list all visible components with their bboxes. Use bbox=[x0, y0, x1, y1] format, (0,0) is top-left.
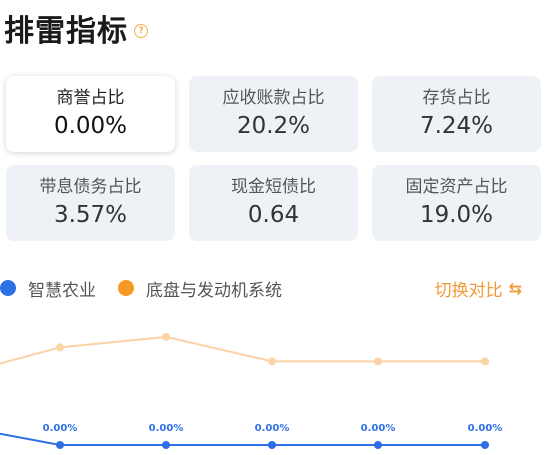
series-point-1-2[interactable] bbox=[268, 357, 276, 366]
legend-label: 智慧农业 bbox=[28, 280, 96, 301]
metric-cards: 商誉占比 0.00% 应收账款占比 20.2% 存货占比 7.24% 带息债务占… bbox=[6, 76, 554, 241]
series-point-1-0[interactable] bbox=[56, 343, 64, 352]
section-header: 排雷指标 ? bbox=[4, 4, 148, 52]
series-point-1-4[interactable] bbox=[481, 357, 489, 366]
series-point-0-1[interactable] bbox=[162, 441, 170, 449]
metric-label: 带息债务占比 bbox=[39, 177, 142, 197]
data-label-1: 0.00% bbox=[149, 423, 184, 434]
metric-card-interest-debt[interactable]: 带息债务占比 3.57% bbox=[6, 165, 175, 241]
legend-label: 底盘与发动机系统 bbox=[146, 280, 282, 301]
legend-dot bbox=[0, 280, 16, 296]
series-point-0-0[interactable] bbox=[56, 441, 64, 449]
page-title: 排雷指标 bbox=[4, 14, 128, 49]
help-icon[interactable]: ? bbox=[134, 24, 148, 38]
metric-value: 3.57% bbox=[53, 202, 128, 228]
metric-card-goodwill[interactable]: 商誉占比 0.00% bbox=[6, 76, 175, 152]
metric-label: 现金短债比 bbox=[231, 177, 316, 197]
series-line-1 bbox=[0, 335, 485, 365]
metric-label: 商誉占比 bbox=[56, 88, 125, 108]
series-point-0-4[interactable] bbox=[481, 441, 489, 449]
metric-label: 应收账款占比 bbox=[222, 88, 325, 108]
metric-value: 0.64 bbox=[247, 202, 300, 228]
series-line-0 bbox=[0, 432, 485, 446]
series-point-0-2[interactable] bbox=[268, 441, 276, 449]
metric-value: 7.24% bbox=[419, 113, 494, 139]
series-point-1-1[interactable] bbox=[162, 332, 170, 341]
data-label-3: 0.00% bbox=[361, 423, 396, 434]
metric-value: 0.00% bbox=[53, 113, 128, 139]
metric-card-inventory[interactable]: 存货占比 7.24% bbox=[372, 76, 541, 152]
metric-card-fixed-assets[interactable]: 固定资产占比 19.0% bbox=[372, 165, 541, 241]
legend-item-smart-agriculture[interactable]: 智慧农业 bbox=[0, 276, 96, 301]
metric-value: 20.2% bbox=[236, 113, 311, 139]
data-label-4: 0.00% bbox=[468, 423, 503, 434]
switch-icon: ⇆ bbox=[508, 279, 522, 298]
metric-card-cash-short-debt[interactable]: 现金短债比 0.64 bbox=[189, 165, 358, 241]
metric-label: 固定资产占比 bbox=[405, 177, 508, 197]
series-point-0-3[interactable] bbox=[374, 441, 382, 449]
metric-label: 存货占比 bbox=[422, 88, 491, 108]
data-label-2: 0.00% bbox=[255, 423, 290, 434]
switch-compare-label: 切换对比 bbox=[434, 281, 503, 301]
legend-item-chassis-engine[interactable]: 底盘与发动机系统 bbox=[118, 276, 282, 301]
line-chart: 0.00% 0.00% 0.00% 0.00% 0.00% bbox=[0, 332, 503, 449]
data-label-0: 0.00% bbox=[43, 423, 78, 434]
legend-dot bbox=[118, 280, 134, 296]
metric-value: 19.0% bbox=[419, 202, 494, 228]
metric-card-receivables[interactable]: 应收账款占比 20.2% bbox=[189, 76, 358, 152]
switch-compare-button[interactable]: 切换对比 ⇆ bbox=[435, 276, 522, 301]
chart-legend: 智慧农业 底盘与发动机系统 bbox=[0, 272, 554, 304]
series-point-1-3[interactable] bbox=[374, 357, 382, 366]
